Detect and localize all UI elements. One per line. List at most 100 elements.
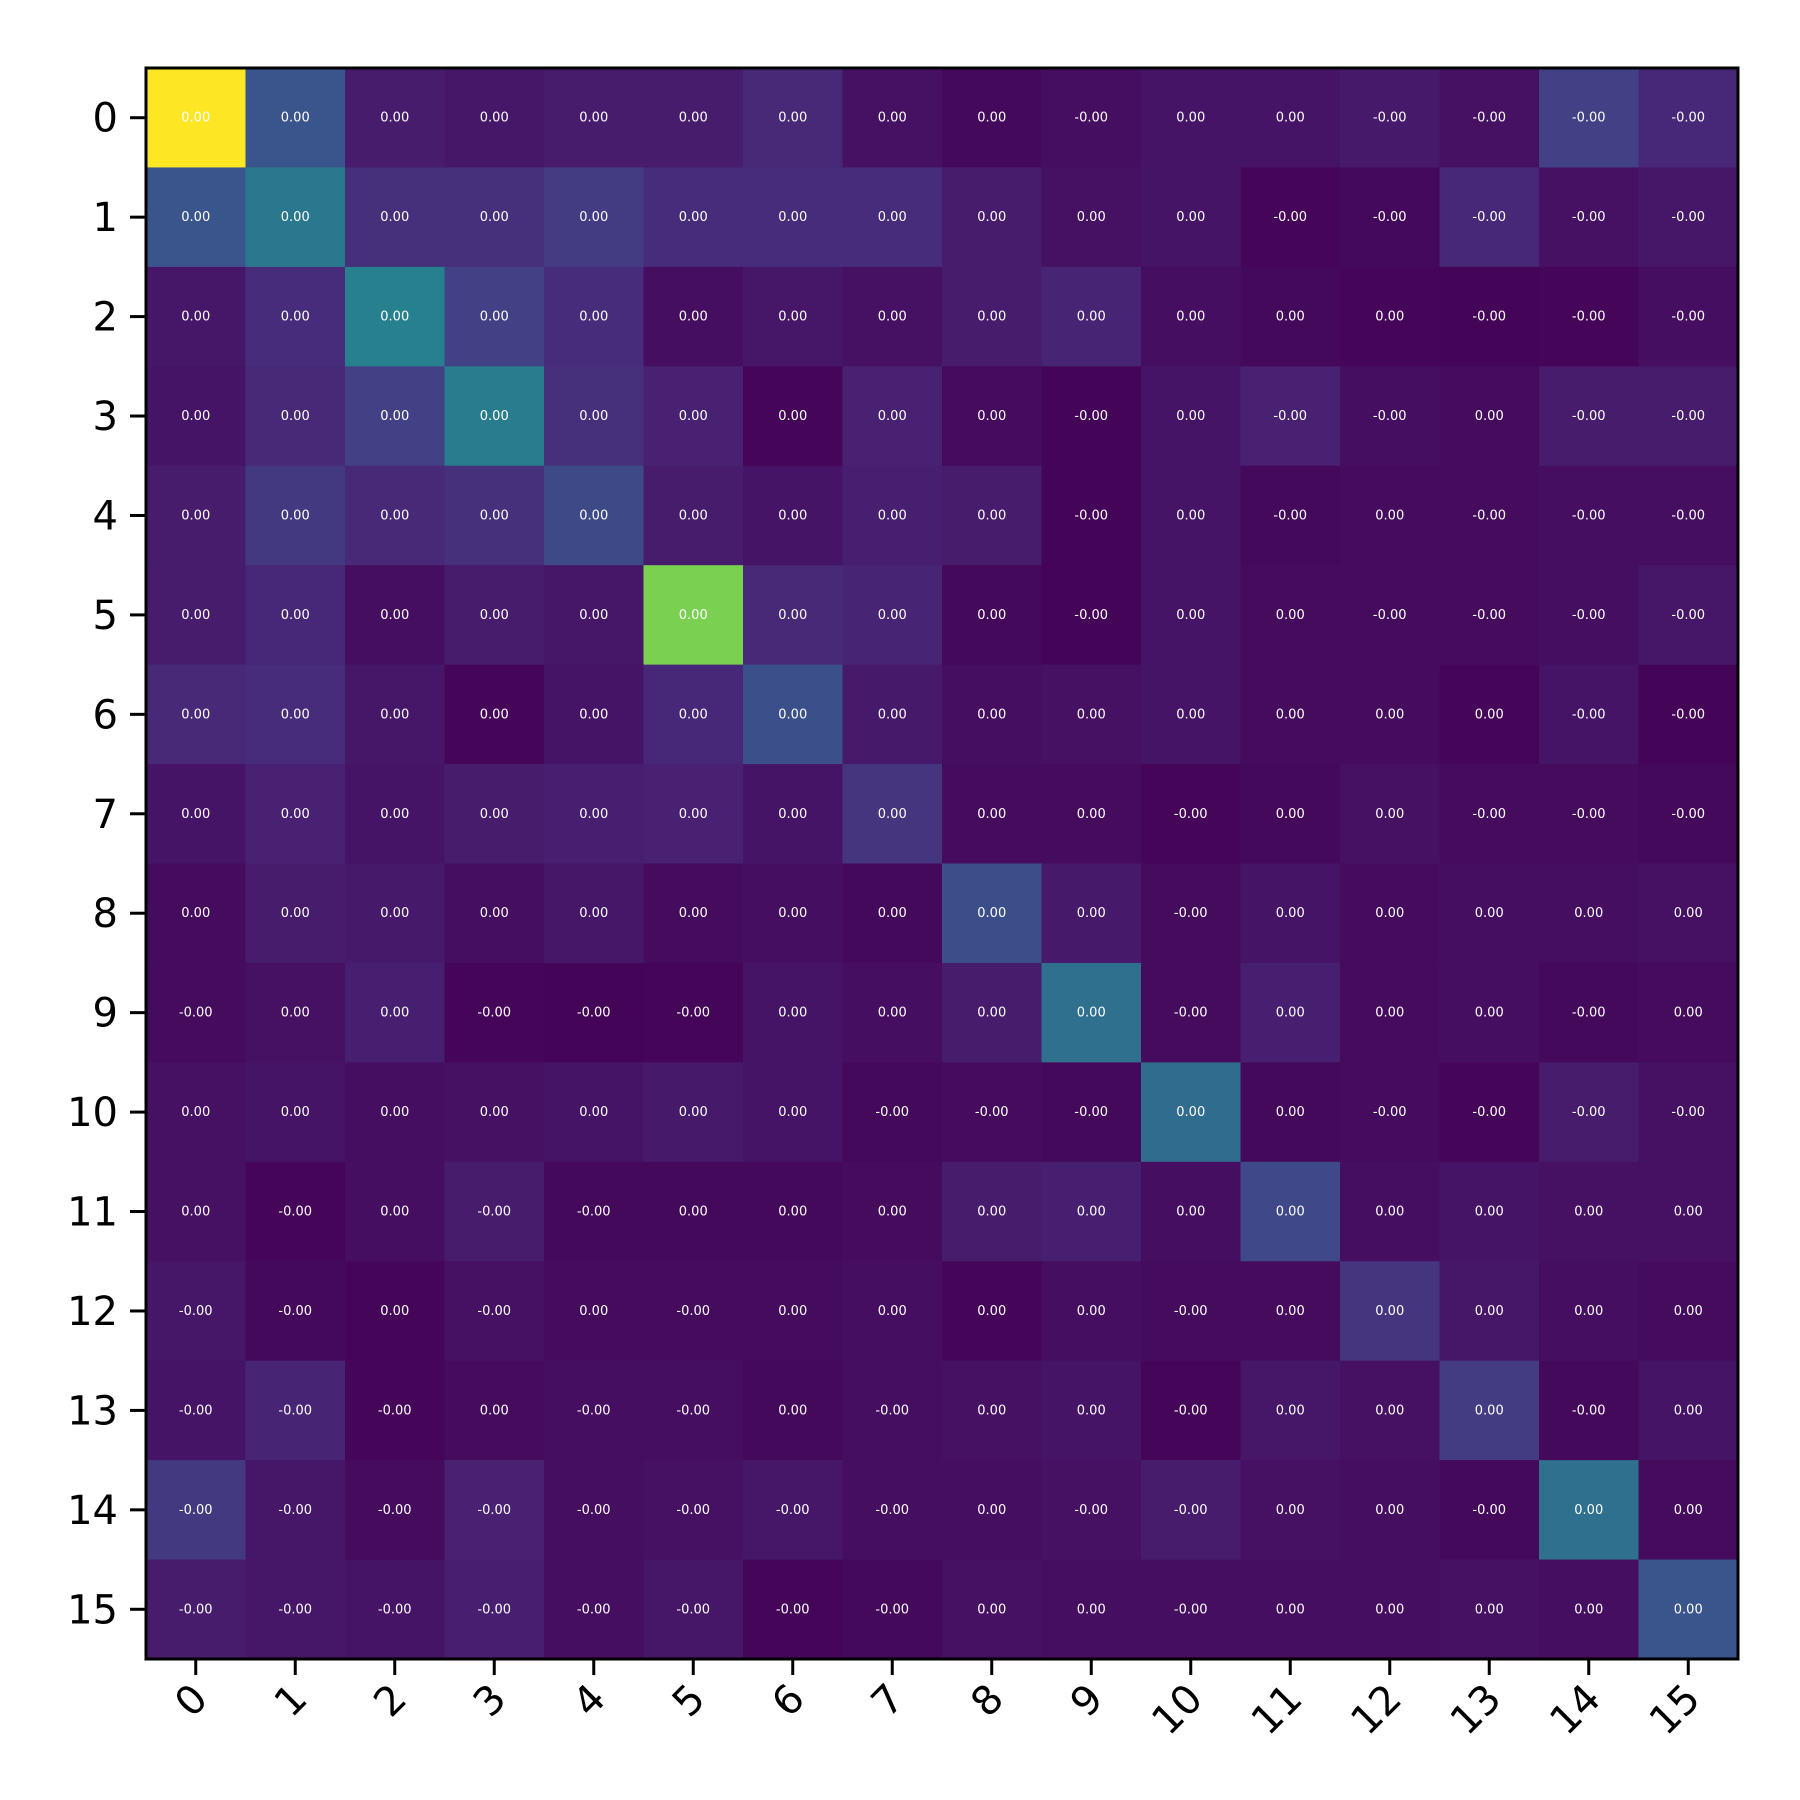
heatmap-cell-r14-c5 [643,1460,744,1561]
cell-value-label-r10-c0: 0.00 [181,1105,210,1120]
cell-value-label-r14-c0: -0.00 [179,1503,213,1518]
heatmap-cell-r0-c4 [544,68,644,168]
heatmap-cell-r13-c11 [1240,1360,1341,1461]
cell-value-label-r12-c14: 0.00 [1574,1304,1603,1319]
heatmap-cell-r0-c2 [345,68,445,168]
heatmap-cell-r3-c1 [245,366,346,467]
heatmap-cell-r7-c4 [544,764,644,864]
heatmap-cell-r7-c15 [1638,764,1739,864]
cell-value-label-r6-c6: 0.00 [778,707,807,722]
heatmap-cell-r5-c5 [643,565,744,666]
cell-value-label-r6-c3: 0.00 [480,707,509,722]
cell-value-label-r13-c8: 0.00 [977,1403,1006,1418]
cell-value-label-r0-c7: 0.00 [878,111,907,126]
heatmap-cell-r14-c9 [1041,1460,1142,1561]
heatmap-cell-r10-c5 [643,1062,744,1163]
cell-value-label-r11-c9: 0.00 [1077,1205,1106,1220]
heatmap-cell-r8-c13 [1439,863,1540,964]
cell-value-label-r0-c3: 0.00 [480,111,509,126]
heatmap-cell-r8-c8 [942,863,1042,964]
cell-value-label-r3-c11: -0.00 [1273,409,1307,424]
cell-value-label-r12-c15: 0.00 [1674,1304,1703,1319]
heatmap-cell-r9-c1 [245,962,346,1063]
heatmap-cell-r2-c9 [1041,266,1142,367]
x-tick-label-2: 2 [365,1676,416,1727]
heatmap-cell-r4-c9 [1041,465,1142,566]
heatmap-cell-r13-c13 [1439,1360,1540,1461]
cell-value-label-r9-c12: 0.00 [1375,1006,1404,1021]
heatmap-cell-r10-c0 [146,1062,246,1163]
y-tick-label-15: 15 [67,1587,118,1633]
heatmap-cell-r8-c2 [345,863,445,964]
heatmap-cell-r5-c13 [1439,565,1540,666]
cell-value-label-r3-c5: 0.00 [679,409,708,424]
cell-value-label-r7-c7: 0.00 [878,807,907,822]
heatmap-cell-r2-c11 [1240,266,1341,367]
heatmap-cell-r7-c0 [146,764,246,864]
heatmap-cell-r8-c4 [544,863,644,964]
cell-value-label-r4-c7: 0.00 [878,508,907,523]
heatmap-cell-r13-c3 [444,1360,545,1461]
cell-value-label-r0-c13: -0.00 [1472,111,1506,126]
y-tick-label-0: 0 [93,96,118,142]
cell-value-label-r3-c0: 0.00 [181,409,210,424]
cell-value-label-r8-c10: -0.00 [1174,906,1208,921]
heatmap-cell-r14-c10 [1141,1460,1241,1561]
cell-value-label-r15-c1: -0.00 [278,1602,312,1617]
heatmap-cell-r8-c3 [444,863,545,964]
y-tick-label-14: 14 [67,1488,118,1534]
heatmap-cell-r15-c12 [1340,1559,1440,1660]
heatmap-cell-r14-c2 [345,1460,445,1561]
cell-value-label-r1-c13: -0.00 [1472,210,1506,225]
cell-value-label-r7-c11: 0.00 [1276,807,1305,822]
cell-value-label-r13-c0: -0.00 [179,1403,213,1418]
heatmap-cell-r5-c0 [146,565,246,666]
heatmap-cell-r5-c15 [1638,565,1739,666]
cell-value-label-r8-c9: 0.00 [1077,906,1106,921]
heatmap-cell-r0-c1 [245,68,346,168]
heatmap-cell-r2-c3 [444,266,545,367]
heatmap-cell-r12-c10 [1141,1261,1241,1362]
heatmap-cell-r1-c10 [1141,167,1241,268]
cell-value-label-r9-c1: 0.00 [281,1006,310,1021]
heatmap-cell-r5-c10 [1141,565,1241,666]
heatmap-cell-r13-c0 [146,1360,246,1461]
cell-value-label-r2-c15: -0.00 [1671,310,1705,325]
heatmap-cell-r9-c0 [146,962,246,1063]
cell-value-label-r0-c4: 0.00 [579,111,608,126]
cell-value-label-r6-c12: 0.00 [1375,707,1404,722]
cell-value-label-r11-c1: -0.00 [278,1205,312,1220]
y-tick-label-7: 7 [93,792,118,838]
heatmap-cell-r13-c8 [942,1360,1042,1461]
cell-value-label-r5-c3: 0.00 [480,608,509,623]
cell-value-label-r12-c8: 0.00 [977,1304,1006,1319]
heatmap-cell-r3-c14 [1539,366,1639,467]
heatmap-cell-r8-c12 [1340,863,1440,964]
cell-value-label-r7-c1: 0.00 [281,807,310,822]
heatmap-cell-r10-c13 [1439,1062,1540,1163]
heatmap-cell-r2-c12 [1340,266,1440,367]
heatmap-cell-r6-c7 [842,664,943,765]
heatmap-cell-r2-c13 [1439,266,1540,367]
y-tick-label-11: 11 [67,1190,118,1236]
cell-value-label-r3-c10: 0.00 [1176,409,1205,424]
heatmap-cell-r9-c3 [444,962,545,1063]
heatmap-cell-r13-c9 [1041,1360,1142,1461]
cell-value-label-r14-c8: 0.00 [977,1503,1006,1518]
cell-value-label-r8-c12: 0.00 [1375,906,1404,921]
heatmap-cell-r14-c14 [1539,1460,1639,1561]
cell-value-label-r3-c15: -0.00 [1671,409,1705,424]
heatmap-cell-r12-c0 [146,1261,246,1362]
heatmap-cell-r9-c11 [1240,962,1341,1063]
cell-value-label-r4-c8: 0.00 [977,508,1006,523]
cell-value-label-r12-c2: 0.00 [380,1304,409,1319]
cell-value-label-r14-c10: -0.00 [1174,1503,1208,1518]
cell-value-label-r13-c12: 0.00 [1375,1403,1404,1418]
heatmap-cell-r5-c8 [942,565,1042,666]
cell-value-label-r14-c14: 0.00 [1574,1503,1603,1518]
heatmap-cell-r2-c2 [345,266,445,367]
cell-value-label-r3-c6: 0.00 [778,409,807,424]
heatmap-cell-r2-c5 [643,266,744,367]
cell-value-label-r15-c10: -0.00 [1174,1602,1208,1617]
heatmap-cell-r3-c12 [1340,366,1440,467]
